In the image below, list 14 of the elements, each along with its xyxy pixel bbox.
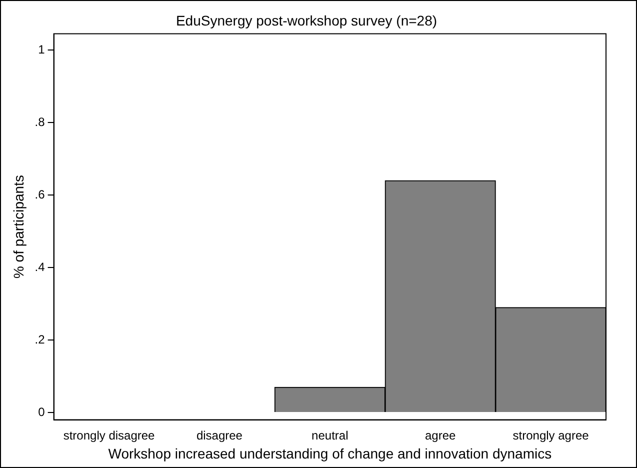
y-tick-label: .4 [34,260,46,274]
x-axis-title: Workshop increased understanding of change and innovation dynamics [108,445,552,462]
x-tick-label: strongly agree [512,428,590,442]
x-tick-label: disagree [196,428,243,442]
x-tick-label: neutral [312,428,348,442]
y-tick-label: 0 [38,404,46,419]
y-axis-title: % of participants [10,175,26,279]
chart-title: EduSynergy post-workshop survey (n=28) [176,12,438,28]
y-tick-label: .2 [34,332,46,346]
y-tick-label: .6 [34,187,46,202]
x-tick-label: agree [424,428,456,442]
x-tick-label: strongly disagree [63,428,156,442]
y-tick-label: 1 [38,42,46,56]
y-tick-label: .8 [34,114,46,129]
